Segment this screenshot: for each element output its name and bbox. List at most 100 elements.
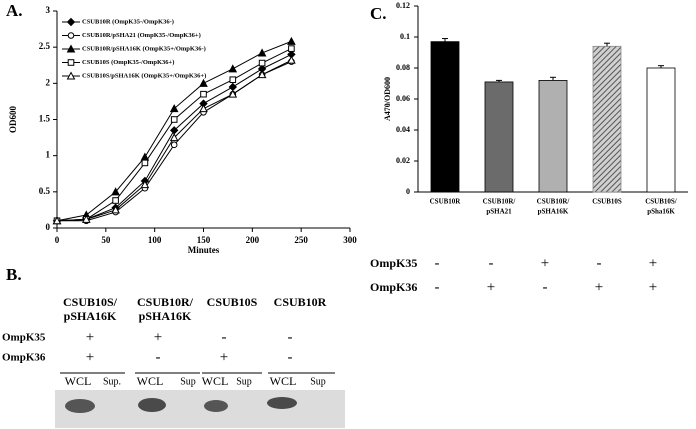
- y-tick-label: 1.5: [39, 114, 51, 124]
- legend-label: CSUB10R/pSHA16K (OmpK35+/OmpK36-): [82, 45, 206, 52]
- column-header: CSUB10S/: [63, 295, 118, 309]
- genotype-sign: +: [649, 255, 657, 271]
- gel-band: [204, 400, 228, 412]
- data-point: [169, 104, 179, 113]
- y-tick-label: 0: [406, 187, 410, 196]
- x-tick-label: 300: [343, 235, 357, 245]
- data-point: [169, 133, 179, 142]
- row-sign: +: [220, 349, 228, 365]
- data-point: [170, 141, 178, 149]
- series-line: [57, 61, 292, 222]
- lane-label: Sup: [310, 376, 326, 387]
- data-point: [257, 48, 267, 57]
- data-point: [200, 90, 207, 98]
- row-sign: -: [222, 329, 227, 345]
- y-tick-label: 0.08: [396, 63, 410, 72]
- lane-label: Sup: [236, 376, 252, 387]
- y-tick-label: 0.1: [400, 32, 410, 41]
- genotype-sign: -: [435, 255, 440, 271]
- panel-label: B.: [6, 265, 22, 284]
- genotype-sign: -: [489, 255, 494, 271]
- data-point: [81, 214, 91, 223]
- x-tick-label: CSUB10S: [592, 198, 622, 206]
- gel-band: [138, 398, 166, 412]
- gel-band: [65, 399, 95, 413]
- data-point: [52, 216, 62, 225]
- bar: [430, 41, 460, 193]
- lane-label: WCL: [137, 374, 164, 388]
- genotype-sign: +: [595, 279, 603, 295]
- data-point: [288, 45, 295, 52]
- genotype-sign: +: [541, 255, 549, 271]
- lane-label: Sup: [180, 376, 196, 387]
- row-sign: +: [86, 329, 94, 345]
- panel-label: C.: [370, 4, 387, 23]
- column-header: CSUB10R/: [137, 295, 194, 309]
- x-tick-label: 100: [148, 235, 162, 245]
- y-tick-label: 0.02: [396, 156, 410, 165]
- data-point: [229, 76, 237, 84]
- gel-band: [267, 397, 297, 409]
- y-tick-label: 2: [46, 77, 51, 87]
- genotype-sign: +: [649, 279, 657, 295]
- genotype-sign: +: [487, 279, 495, 295]
- legend-label: CSUB10S (OmpK35-/OmpK36+): [82, 59, 174, 66]
- data-point: [228, 82, 238, 92]
- genotype-label: OmpK36: [370, 280, 417, 294]
- y-tick-label: 0.5: [39, 186, 51, 196]
- data-point: [112, 197, 119, 204]
- column-header: pSHA16K: [64, 309, 117, 323]
- row-sign: +: [86, 349, 94, 365]
- row-sign: +: [154, 329, 162, 345]
- x-tick-label: 50: [101, 235, 111, 245]
- genotype-sign: -: [597, 255, 602, 271]
- data-point: [287, 55, 296, 64]
- x-tick-label: pSha16K: [647, 208, 675, 216]
- x-tick-label: 250: [294, 235, 308, 245]
- row-sign: -: [156, 349, 161, 365]
- data-point: [199, 104, 208, 113]
- y-tick-label: 1: [46, 150, 51, 160]
- genotype-sign: -: [435, 279, 440, 295]
- data-point: [111, 205, 120, 214]
- data-point: [258, 59, 266, 67]
- x-tick-label: pSHA21: [486, 208, 512, 216]
- row-label: OmpK35: [2, 332, 46, 344]
- y-axis-title: OD600: [8, 106, 18, 134]
- data-point: [199, 78, 208, 87]
- x-tick-label: 150: [197, 235, 211, 245]
- x-tick-label: CSUB10R: [430, 198, 462, 206]
- lane-label: Sup.: [103, 376, 121, 387]
- lane-label: WCL: [270, 374, 297, 388]
- legend-marker: [66, 17, 76, 27]
- data-point: [141, 159, 149, 167]
- bar: [484, 81, 514, 193]
- genotype-label: OmpK35: [370, 256, 417, 270]
- row-sign: -: [288, 329, 293, 345]
- y-axis-title: A470/OD600: [383, 77, 392, 121]
- data-point: [228, 64, 238, 73]
- column-header: pSHA16K: [139, 309, 192, 323]
- y-tick-label: 0.12: [396, 1, 410, 10]
- data-point: [140, 180, 150, 189]
- y-tick-label: 0: [46, 222, 51, 232]
- row-label: OmpK36: [2, 352, 46, 364]
- genotype-sign: -: [543, 279, 548, 295]
- x-axis-title: Minutes: [188, 245, 220, 255]
- column-header: CSUB10R: [274, 295, 327, 309]
- y-tick-label: 3: [46, 5, 51, 15]
- panel-label: A.: [6, 1, 23, 20]
- x-tick-label: pSHA16K: [538, 208, 569, 216]
- bar: [538, 80, 568, 193]
- data-point: [287, 36, 296, 45]
- legend-marker: [67, 32, 75, 39]
- legend-marker: [66, 71, 76, 80]
- bar: [592, 45, 622, 193]
- lane-label: WCL: [65, 374, 92, 388]
- x-tick-label: 200: [246, 235, 260, 245]
- data-point: [170, 116, 178, 123]
- data-point: [111, 187, 120, 196]
- gel-image: [55, 390, 345, 428]
